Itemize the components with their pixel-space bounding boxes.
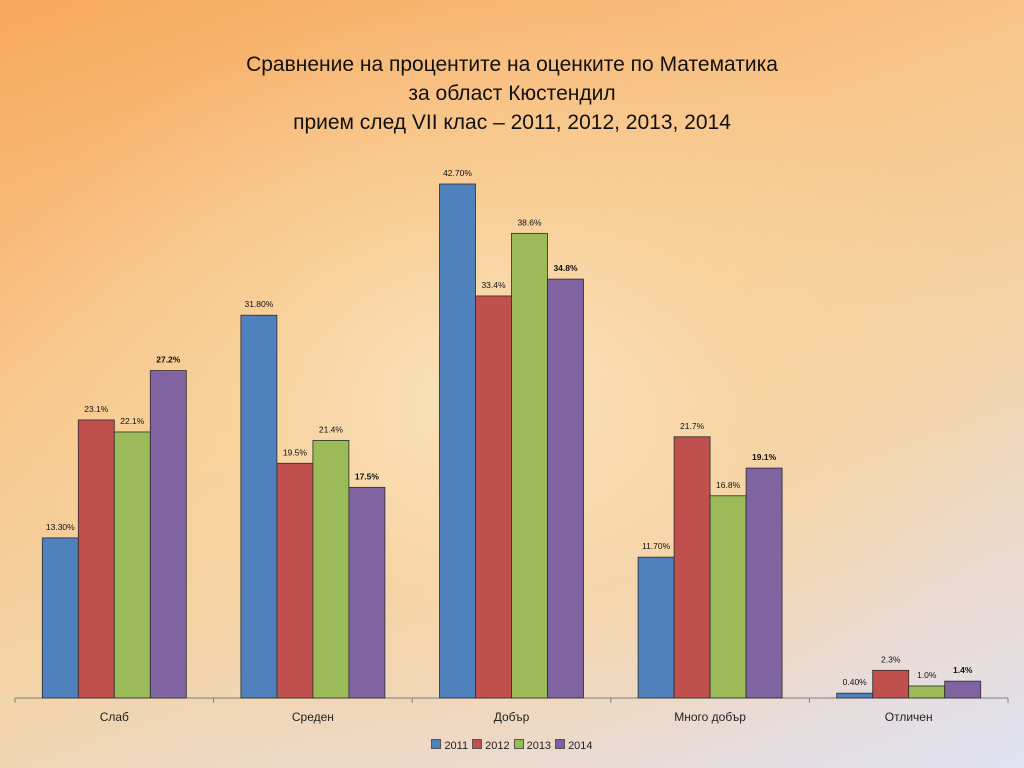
legend-label: 2013 — [526, 740, 552, 752]
data-label: 0.40% — [843, 677, 868, 687]
chart-title-line-1: Сравнение на процентите на оценките по М… — [246, 53, 778, 76]
chart-legend: 2011 2012 2013 2014 — [0, 739, 1024, 752]
data-label: 27.2% — [156, 355, 181, 365]
data-label: 42.70% — [443, 168, 472, 178]
bar — [475, 295, 512, 699]
legend-item: 2014 — [555, 739, 593, 752]
legend-item: 2013 — [513, 739, 552, 752]
data-label: 2.3% — [881, 654, 901, 664]
legend-item: 2012 — [472, 739, 510, 752]
x-tick-label: Добър — [494, 710, 530, 724]
bar — [745, 467, 783, 699]
data-label: 23.1% — [84, 404, 109, 414]
bar — [908, 685, 946, 699]
data-label: 22.1% — [120, 416, 145, 426]
legend-label: 2012 — [485, 740, 510, 752]
bar — [77, 419, 115, 699]
legend-swatch — [431, 739, 442, 749]
legend-label: 2014 — [568, 740, 593, 752]
data-label: 13.30% — [46, 522, 75, 532]
bar — [836, 692, 874, 699]
data-label: 38.6% — [517, 217, 542, 227]
data-label: 19.1% — [752, 452, 777, 462]
bar — [511, 232, 548, 699]
bar — [276, 462, 314, 699]
legend-swatch — [555, 739, 566, 749]
chart-title: Сравнение на процентите на оценките по М… — [0, 50, 1024, 137]
chart-title-line-3: прием след VII клас – 2011, 2012, 2013, … — [293, 111, 731, 134]
bar — [709, 495, 747, 699]
legend-label: 2011 — [444, 740, 469, 752]
data-label: 21.4% — [319, 424, 344, 434]
bar — [637, 556, 675, 699]
bar — [348, 486, 386, 699]
bar — [872, 669, 910, 699]
bar — [113, 431, 151, 699]
x-tick-label: Слаб — [100, 710, 129, 724]
chart-title-line-2: за област Кюстендил — [408, 82, 616, 105]
legend-swatch — [472, 739, 483, 749]
bar — [673, 436, 711, 699]
bar — [439, 183, 476, 699]
bar — [240, 314, 278, 699]
data-label: 17.5% — [355, 471, 380, 481]
data-label: 31.80% — [244, 299, 273, 309]
data-label: 1.0% — [917, 670, 937, 680]
data-label: 34.8% — [553, 263, 578, 273]
data-label: 21.7% — [680, 421, 705, 431]
x-tick-label: Среден — [292, 710, 334, 724]
data-label: 19.5% — [283, 447, 308, 457]
x-tick-label: Отличен — [885, 710, 933, 724]
data-label: 33.4% — [481, 280, 506, 290]
bar — [944, 680, 982, 699]
bar — [312, 439, 350, 699]
data-label: 1.4% — [953, 665, 973, 675]
data-label: 16.8% — [716, 480, 741, 490]
data-label: 11.70% — [642, 541, 671, 551]
x-tick-label: Много добър — [674, 710, 746, 724]
bar — [41, 537, 79, 699]
legend-item: 2011 — [431, 739, 468, 752]
bar — [547, 278, 584, 699]
legend-swatch — [513, 739, 524, 749]
bar — [149, 370, 187, 699]
